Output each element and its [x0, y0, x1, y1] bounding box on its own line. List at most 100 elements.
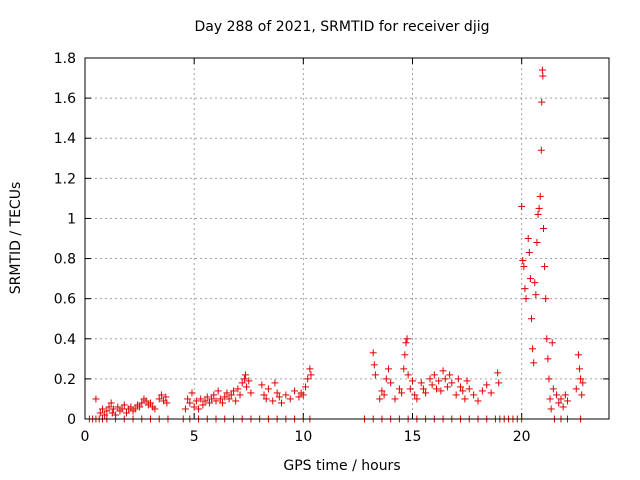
data-point — [262, 395, 270, 403]
data-point — [155, 395, 163, 403]
data-point — [291, 387, 299, 395]
data-point — [378, 387, 386, 395]
data-point — [579, 379, 587, 387]
data-point — [247, 389, 255, 397]
data-point — [543, 335, 551, 343]
data-point — [413, 395, 421, 403]
data-point — [232, 397, 240, 405]
data-point — [120, 401, 128, 409]
data-point — [555, 399, 563, 407]
data-point — [518, 202, 526, 210]
data-point — [192, 397, 200, 405]
data-point — [522, 295, 530, 303]
data-point — [208, 395, 216, 403]
data-point — [487, 389, 495, 397]
data-point — [446, 371, 454, 379]
data-point — [559, 403, 567, 411]
data-point — [371, 371, 379, 379]
data-point — [439, 367, 447, 375]
data-point — [157, 391, 165, 399]
y-tick-label: 0 — [67, 412, 76, 428]
data-point — [195, 405, 203, 413]
data-point — [541, 263, 549, 271]
data-point — [282, 391, 290, 399]
data-point — [101, 411, 109, 419]
data-point — [553, 391, 561, 399]
data-point — [269, 397, 277, 405]
data-point — [494, 369, 502, 377]
data-point — [544, 355, 552, 363]
data-point — [127, 403, 135, 411]
data-point — [457, 383, 465, 391]
data-point — [461, 395, 469, 403]
data-point — [260, 391, 268, 399]
data-point — [574, 351, 582, 359]
data-point — [426, 375, 434, 383]
data-point — [540, 224, 547, 232]
data-point — [201, 397, 209, 405]
data-point — [536, 192, 544, 200]
data-point — [210, 391, 218, 399]
data-point — [307, 371, 315, 379]
data-point — [404, 371, 412, 379]
data-point — [576, 365, 584, 373]
data-point — [519, 257, 527, 265]
x-tick-label: 20 — [513, 429, 531, 445]
data-point — [380, 391, 388, 399]
data-point — [417, 379, 425, 387]
data-point — [526, 275, 534, 283]
data-point — [549, 385, 557, 393]
data-point — [577, 375, 585, 383]
data-point — [271, 379, 279, 387]
data-point — [495, 379, 503, 387]
data-point — [243, 383, 251, 391]
data-point — [118, 405, 126, 413]
data-point — [229, 387, 237, 395]
data-point — [103, 407, 111, 415]
data-point — [441, 375, 449, 383]
data-point — [199, 401, 207, 409]
data-point — [521, 285, 529, 293]
data-point — [122, 409, 130, 417]
data-point — [398, 389, 406, 397]
y-tick-label: 0.4 — [54, 332, 76, 348]
data-point — [369, 349, 377, 357]
data-point — [214, 387, 222, 395]
data-point — [136, 403, 144, 411]
data-point — [539, 72, 547, 80]
data-point — [406, 385, 414, 393]
data-point — [236, 391, 244, 399]
data-point — [376, 395, 384, 403]
data-point — [370, 361, 378, 369]
data-point — [184, 395, 192, 403]
x-tick-label: 0 — [81, 429, 90, 445]
data-point — [547, 405, 555, 413]
y-tick-label: 1.8 — [54, 51, 76, 67]
data-point — [531, 279, 539, 287]
data-point — [557, 395, 565, 403]
y-tick-label: 0.6 — [54, 292, 76, 308]
data-point — [422, 389, 430, 397]
data-point — [387, 379, 395, 387]
axis-ticks: 0 0.2 0.4 0.6 0.8 1 1.2 1.4 1.6 1.8 0 5 10 15 20 — [54, 51, 609, 445]
data-point — [163, 399, 171, 407]
data-point — [403, 335, 411, 343]
y-tick-label: 1 — [67, 211, 76, 227]
data-point — [295, 393, 303, 401]
data-point — [112, 411, 120, 419]
data-point — [520, 263, 528, 271]
data-point — [400, 365, 408, 373]
data-point — [564, 397, 572, 405]
data-point — [138, 399, 146, 407]
data-point — [114, 403, 122, 411]
data-point — [419, 385, 427, 393]
data-point — [151, 405, 159, 413]
data-point — [278, 399, 285, 407]
data-point — [402, 339, 410, 347]
data-point — [535, 204, 543, 212]
data-point — [181, 405, 189, 413]
data-point — [443, 383, 451, 391]
data-point — [275, 393, 283, 401]
data-point — [524, 235, 532, 242]
data-point — [409, 377, 416, 385]
